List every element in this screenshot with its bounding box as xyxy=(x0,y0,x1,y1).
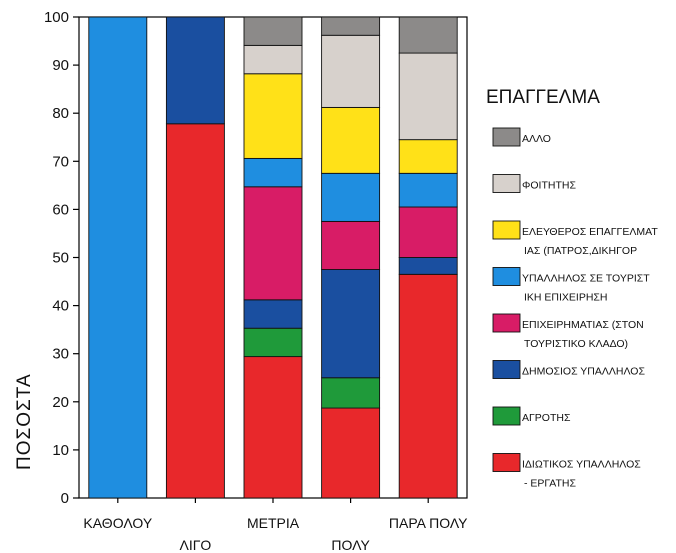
legend-swatch xyxy=(492,313,521,333)
x-tick-label: ΠΑΡΑ ΠΟΛΥ xyxy=(389,515,468,531)
y-tick-label: 70 xyxy=(52,153,69,170)
legend-label: ΑΓΡΟΤΗΣ xyxy=(522,412,571,424)
bar-segment-4-3 xyxy=(321,269,381,379)
bar-segment-3-1 xyxy=(243,356,303,499)
y-tick-label: 30 xyxy=(52,346,69,363)
y-axis-title: ΠΟΣΟΣΤΑ xyxy=(14,373,35,470)
x-tick-label: ΠΟΛΥ xyxy=(331,537,370,553)
y-tick-label: 50 xyxy=(52,250,69,267)
axes-group: 0 10 20 30 40 50 60 70 80 90 100 ΚΑΘΟΛΟΥ ΛΙΓΟ ΜΕΤΡΙΑ Π… xyxy=(44,9,468,553)
bar-segment-4-5 xyxy=(321,172,381,222)
bar-segment-4-7 xyxy=(321,34,381,108)
bar-segment-3-4 xyxy=(243,186,303,301)
legend-label: ΔΗΜΟΣΙΟΣ ΥΠΑΛΛΗΛΟΣ xyxy=(522,366,645,378)
bar-segment-3-2 xyxy=(243,327,303,358)
bar-segment-1-5 xyxy=(88,16,148,499)
bar-segment-2-1 xyxy=(165,123,225,499)
bar-segment-5-7 xyxy=(398,52,458,141)
legend-swatch xyxy=(492,127,521,147)
y-tick-label: 20 xyxy=(52,394,69,411)
bar-segment-5-8 xyxy=(398,16,458,54)
legend-label: ΥΠΑΛΛΗΛΟΣ ΣΕ ΤΟΥΡΙΣΤ xyxy=(522,273,650,285)
legend-title: ΕΠΑΓΓΕΛΜΑ xyxy=(486,87,600,108)
bar-segment-4-4 xyxy=(321,220,381,270)
legend-swatch xyxy=(492,174,521,193)
bars-group xyxy=(88,16,458,499)
legend-label: ΕΛΕΥΘΕΡΟΣ ΕΠΑΓΓΕΛΜΑΤ xyxy=(522,226,658,238)
bar-segment-3-8 xyxy=(243,16,303,46)
legend-swatch xyxy=(492,220,521,240)
bar-segment-2-3 xyxy=(165,16,225,125)
bar-segment-4-8 xyxy=(321,16,381,36)
legend-swatch xyxy=(492,453,521,472)
x-tick-label: ΜΕΤΡΙΑ xyxy=(247,515,300,531)
y-tick-label: 40 xyxy=(52,298,69,315)
bar-segment-5-1 xyxy=(398,273,458,499)
x-tick-label: ΚΑΘΟΛΟΥ xyxy=(83,515,152,531)
y-tick-label: 90 xyxy=(52,57,69,74)
legend: ΑΛΛΟ ΦΟΙΤΗΤΗΣ ΕΛΕΥΘΕΡΟΣ ΕΠΑΓΓΕΛΜΑΤ ΙΑΣ (ΠΑΤ… xyxy=(492,127,658,490)
legend-label: - ΕΡΓΑΤΗΣ xyxy=(524,478,576,490)
bar-segment-4-1 xyxy=(321,407,381,499)
bar-segment-4-6 xyxy=(321,106,381,174)
bar-segment-5-5 xyxy=(398,172,458,208)
bar-segment-5-6 xyxy=(398,139,458,174)
legend-label: ΙΔΙΩΤΙΚΟΣ ΥΠΑΛΛΗΛΟΣ xyxy=(522,459,641,471)
y-tick-label: 60 xyxy=(52,201,69,218)
legend-label: ΙΚΗ ΕΠΙΧΕΙΡΗΣΗ xyxy=(524,292,608,304)
bar-segment-5-4 xyxy=(398,206,458,258)
x-tick-label: ΛΙΓΟ xyxy=(179,537,211,553)
legend-swatch xyxy=(492,360,521,379)
legend-label: ΑΛΛΟ xyxy=(522,133,551,145)
legend-label: ΙΑΣ (ΠΑΤΡΟΣ,ΔΙΚΗΓΟΡ xyxy=(524,245,637,257)
bar-segment-3-5 xyxy=(243,157,303,188)
bar-segment-5-3 xyxy=(398,257,458,275)
y-tick-label: 10 xyxy=(52,442,69,459)
y-tick-label: 100 xyxy=(44,9,69,26)
bar-segment-3-3 xyxy=(243,299,303,329)
y-tick-label: 0 xyxy=(61,490,69,507)
bar-segment-3-7 xyxy=(243,44,303,75)
bar-segment-3-6 xyxy=(243,73,303,159)
legend-label: ΦΟΙΤΗΤΗΣ xyxy=(522,180,576,192)
y-tick-label: 80 xyxy=(52,105,69,122)
legend-swatch xyxy=(492,406,521,426)
legend-label: ΤΟΥΡΙΣΤΙΚΟ ΚΛΑΔΟ) xyxy=(524,338,628,350)
bar-segment-4-2 xyxy=(321,377,381,409)
legend-label: ΕΠΙΧΕΙΡΗΜΑΤΙΑΣ (ΣΤΟΝ xyxy=(522,319,644,331)
legend-swatch xyxy=(492,267,521,286)
